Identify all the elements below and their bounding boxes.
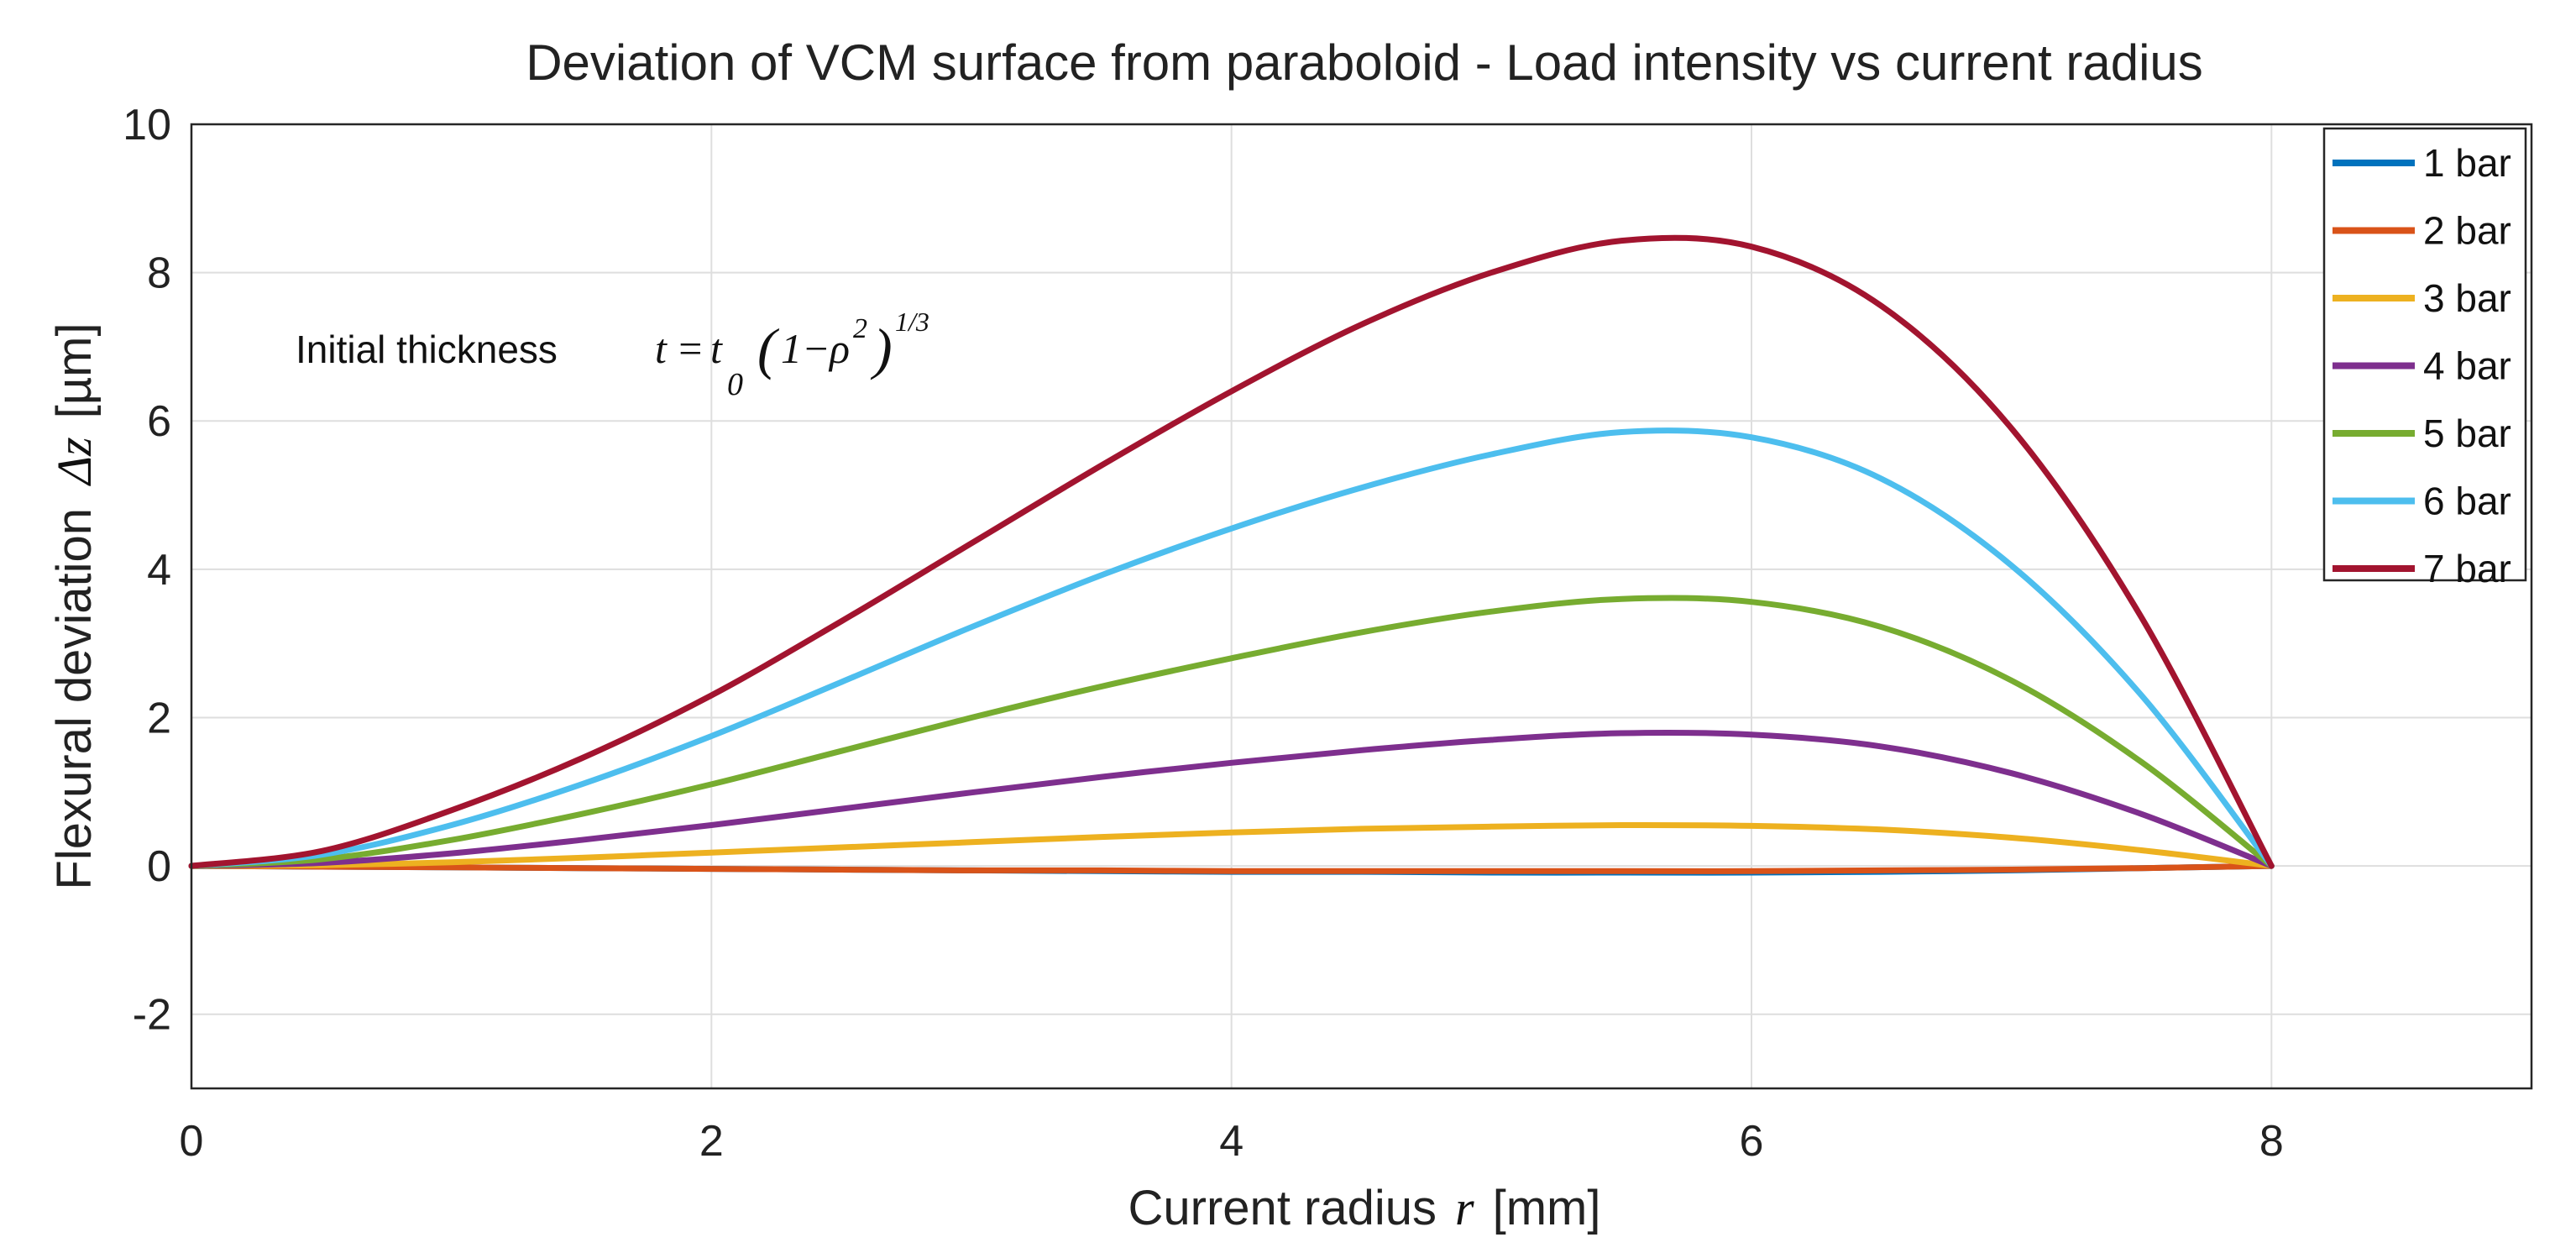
legend-label: 6 bar <box>2423 480 2511 523</box>
annotation-t0: t <box>710 325 723 372</box>
series-group <box>188 234 2275 876</box>
y-tick-label: 2 <box>147 694 171 742</box>
y-tick-label: 8 <box>147 249 171 298</box>
series-line-5-bar <box>188 595 2275 869</box>
y-axis-label-main: Flexural deviation <box>47 508 102 890</box>
x-tick-label: 0 <box>180 1117 204 1166</box>
annotation-exponent: 1/3 <box>895 307 929 337</box>
series-line-3-bar <box>188 821 2275 869</box>
series-line-6-bar <box>188 427 2275 869</box>
y-tick-label: -2 <box>133 991 171 1040</box>
series-line-4-bar <box>188 729 2275 869</box>
annotation-open-paren: ( <box>757 317 780 380</box>
y-tick-label: 4 <box>147 546 171 595</box>
x-axis-label-var: r <box>1455 1181 1474 1235</box>
annotation-one: 1 <box>781 325 802 372</box>
x-axis-label-unit: [mm] <box>1493 1181 1601 1235</box>
x-tick-label: 6 <box>1740 1117 1764 1166</box>
y-axis-label-var: Δz <box>47 437 102 486</box>
legend-label: 3 bar <box>2423 276 2511 320</box>
annotation-subscript-0: 0 <box>727 367 743 402</box>
series-line-2-bar <box>188 862 2275 874</box>
y-tick-label: 0 <box>147 842 171 891</box>
annotation-squared: 2 <box>853 313 867 344</box>
y-tick-label: 10 <box>123 101 171 149</box>
annotation-lead: Initial thickness <box>296 328 558 371</box>
series-line-7-bar <box>188 234 2275 869</box>
x-axis-label: Current radius r [mm] <box>1128 1181 1601 1235</box>
annotation-minus: − <box>802 325 830 372</box>
legend-label: 4 bar <box>2423 344 2511 388</box>
plot-frame <box>190 123 2533 1090</box>
annotation-rho: ρ <box>828 325 850 372</box>
annotation-t: t <box>655 325 668 372</box>
annotation-equals: = <box>676 325 704 372</box>
grid <box>191 123 2531 1088</box>
y-axis-label: Flexural deviation Δz [µm] <box>47 322 102 889</box>
x-tick-label: 2 <box>699 1117 724 1166</box>
legend: 1 bar 2 bar 3 bar 4 bar 5 bar 6 bar 7 bar <box>2322 127 2527 590</box>
y-axis-label-unit: [µm] <box>47 322 102 418</box>
chart-title: Deviation of VCM surface from paraboloid… <box>526 34 2203 91</box>
x-tick-label: 8 <box>2259 1117 2284 1166</box>
legend-label: 7 bar <box>2423 547 2511 590</box>
x-tick-label: 4 <box>1219 1117 1243 1166</box>
legend-box <box>2322 127 2527 582</box>
legend-label: 2 bar <box>2423 209 2511 253</box>
legend-label: 5 bar <box>2423 412 2511 455</box>
y-tick-label: 6 <box>147 397 171 446</box>
x-axis-label-main: Current radius <box>1128 1181 1437 1235</box>
legend-label: 1 bar <box>2423 141 2511 185</box>
annotation-close-paren: ) <box>870 317 893 380</box>
thickness-annotation: Initial thickness t = t 0 ( 1 − ρ 2 ) 1/… <box>296 307 929 402</box>
